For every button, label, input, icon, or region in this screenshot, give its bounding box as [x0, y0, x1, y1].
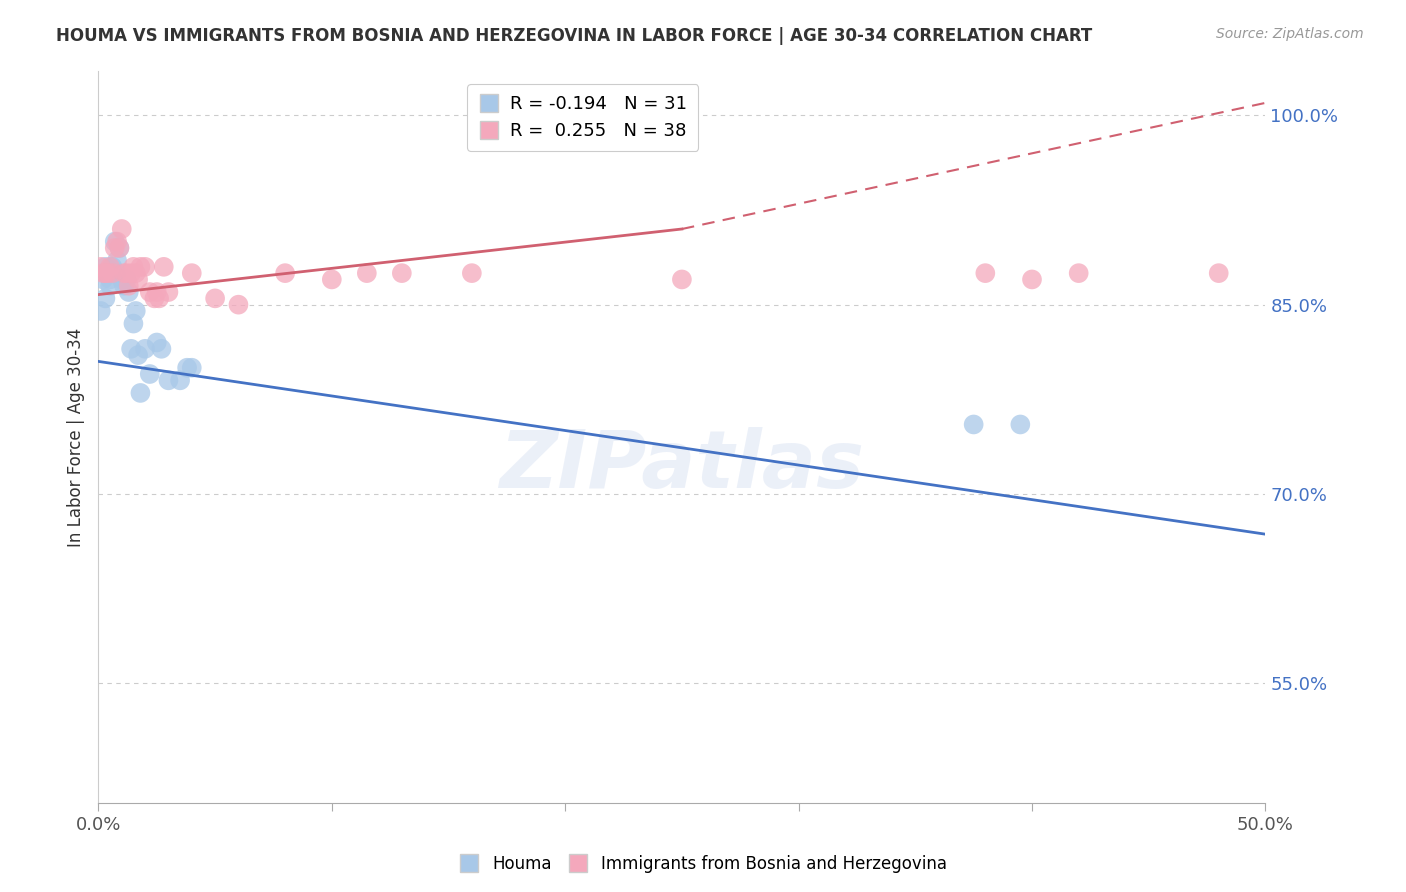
Point — [228, 298, 250, 312]
Point — [176, 360, 198, 375]
Point — [118, 278, 141, 293]
Point — [120, 266, 142, 280]
Point — [150, 342, 173, 356]
Point — [391, 266, 413, 280]
Point — [127, 348, 149, 362]
Point — [94, 260, 117, 274]
Point — [111, 222, 134, 236]
Point — [97, 266, 120, 280]
Point — [94, 291, 117, 305]
Point — [274, 266, 297, 280]
Point — [356, 266, 378, 280]
Point — [152, 260, 174, 274]
Point — [122, 317, 145, 331]
Point — [1010, 417, 1032, 432]
Point — [98, 278, 121, 293]
Point — [169, 373, 191, 387]
Point — [120, 342, 142, 356]
Legend: R = -0.194   N = 31, R =  0.255   N = 38: R = -0.194 N = 31, R = 0.255 N = 38 — [467, 84, 699, 151]
Point — [101, 266, 124, 280]
Point — [134, 260, 156, 274]
Point — [115, 266, 138, 280]
Point — [94, 266, 117, 280]
Point — [115, 272, 138, 286]
Point — [118, 285, 141, 299]
Point — [125, 266, 148, 280]
Point — [122, 260, 145, 274]
Legend: Houma, Immigrants from Bosnia and Herzegovina: Houma, Immigrants from Bosnia and Herzeg… — [451, 848, 955, 880]
Point — [127, 272, 149, 286]
Point — [1021, 272, 1043, 286]
Point — [91, 272, 114, 286]
Point — [129, 386, 152, 401]
Point — [1067, 266, 1090, 280]
Point — [157, 285, 180, 299]
Point — [157, 373, 180, 387]
Point — [146, 335, 169, 350]
Point — [148, 291, 170, 305]
Text: Source: ZipAtlas.com: Source: ZipAtlas.com — [1216, 27, 1364, 41]
Point — [129, 260, 152, 274]
Point — [104, 241, 127, 255]
Point — [98, 260, 121, 274]
Point — [204, 291, 226, 305]
Point — [180, 360, 202, 375]
Point — [974, 266, 997, 280]
Point — [139, 285, 162, 299]
Text: ZIPatlas: ZIPatlas — [499, 427, 865, 506]
Point — [461, 266, 484, 280]
Text: HOUMA VS IMMIGRANTS FROM BOSNIA AND HERZEGOVINA IN LABOR FORCE | AGE 30-34 CORRE: HOUMA VS IMMIGRANTS FROM BOSNIA AND HERZ… — [56, 27, 1092, 45]
Point — [112, 278, 135, 293]
Point — [98, 272, 121, 286]
Point — [90, 304, 112, 318]
Point — [146, 285, 169, 299]
Point — [105, 235, 128, 249]
Point — [180, 266, 202, 280]
Point — [671, 272, 693, 286]
Point — [1208, 266, 1230, 280]
Point — [91, 266, 114, 280]
Point — [139, 367, 162, 381]
Point — [112, 266, 135, 280]
Point — [321, 272, 343, 286]
Point — [143, 291, 166, 305]
Point — [104, 235, 127, 249]
Point — [108, 241, 131, 255]
Point — [97, 266, 120, 280]
Point — [105, 266, 128, 280]
Point — [90, 260, 112, 274]
Point — [105, 253, 128, 268]
Point — [111, 272, 134, 286]
Point — [101, 260, 124, 274]
Point — [134, 342, 156, 356]
Point — [108, 241, 131, 255]
Y-axis label: In Labor Force | Age 30-34: In Labor Force | Age 30-34 — [66, 327, 84, 547]
Point — [962, 417, 984, 432]
Point — [125, 304, 148, 318]
